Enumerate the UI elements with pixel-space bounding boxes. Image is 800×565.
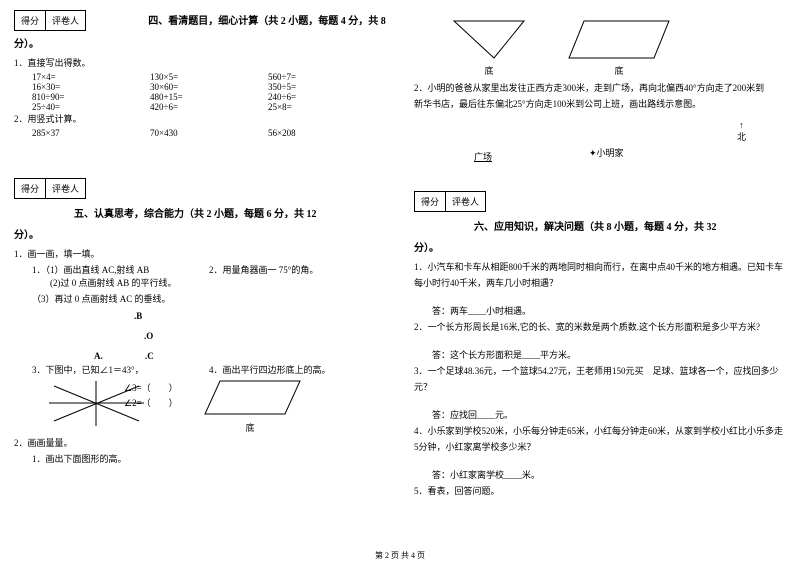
s6-q3b: 元？	[414, 380, 786, 393]
c: 810÷90=	[32, 92, 150, 102]
score-label: 得分	[15, 11, 46, 30]
north-arrow: ↑ 北	[737, 120, 746, 143]
s5-r1: 1．（1）画出直线 AC,射线 AB 2．用量角器画一 75°的角。	[14, 263, 386, 276]
score-label: 得分	[415, 192, 446, 211]
section6-title: 六、应用知识，解决问题（共 8 小题，每题 4 分，共 32	[474, 218, 717, 233]
top-shapes: 底 底	[444, 16, 786, 77]
parallelogram-box: 底	[200, 376, 386, 434]
north-label: 北	[737, 130, 746, 143]
s5-s4: 3．下图中，已知∠1＝43°，	[32, 363, 209, 376]
s5-s4r: 4．画出平行四边形底上的高。	[209, 363, 386, 376]
right-column: 底 底 2．小明的爸爸从家里出发往正西方走300米，走到广场，再向北偏西40°方…	[400, 0, 800, 565]
c: 560÷7=	[268, 72, 386, 82]
par-label: 底	[200, 421, 300, 434]
label-C: .C	[145, 351, 154, 361]
home-block: ✦小明家	[589, 146, 624, 159]
label-A: A.	[94, 351, 103, 361]
s4-row1: 17×4= 130×5= 560÷7=	[32, 72, 386, 82]
label-AC-row: A. .C	[94, 351, 386, 361]
s6-q2: 2．一个长方形周长是16米,它的长、宽的米数是两个质数.这个长方形面积是多少平方…	[414, 320, 786, 333]
s6-a4: 答：小红家离学校____米。	[432, 468, 786, 481]
section6-tail: 分）。	[414, 239, 786, 254]
s4-row4: 25÷40= 420÷6= 25×8=	[32, 102, 386, 112]
label-B: .B	[134, 311, 386, 321]
s4-row2: 16×30= 30×60= 350÷5=	[32, 82, 386, 92]
s6-q5: 5．看表，回答问题。	[414, 484, 786, 497]
s5-s1: 1．（1）画出直线 AC,射线 AB	[32, 263, 209, 276]
tri-label: 底	[444, 64, 534, 77]
home-label: 小明家	[597, 148, 624, 158]
c: 70×430	[150, 128, 268, 138]
s6-q4b: 5分钟，小红家离学校多少米？	[414, 440, 786, 453]
score-label: 得分	[15, 179, 46, 198]
s4-q2: 2．用竖式计算。	[14, 112, 386, 125]
s6-q4a: 4．小乐家到学校520米，小乐每分钟走65米，小红每分钟走60米，从家到学校小红…	[414, 424, 786, 437]
s6-a3: 答：应找回____元。	[432, 408, 786, 421]
ang2: ∠2=（ ）	[124, 396, 178, 409]
section5-title: 五、认真思考，综合能力（共 2 小题，每题 6 分，共 12	[74, 205, 317, 220]
grader-label: 评卷人	[46, 179, 85, 198]
section4-title: 四、看清题目，细心计算（共 2 小题，每题 4 分，共 8	[148, 12, 386, 27]
angle-row: ∠3=（ ） ∠2=（ ） 底	[14, 376, 386, 434]
triangle-box: 底	[444, 16, 534, 77]
s5-s2: (2)过 0 点画射线 AB 的平行线。	[50, 276, 386, 289]
c: 30×60=	[150, 82, 268, 92]
left-column: 得分 评卷人 四、看清题目，细心计算（共 2 小题，每题 4 分，共 8 分）。…	[0, 0, 400, 565]
map-t1: 2．小明的爸爸从家里出发往正西方走300米，走到广场，再向北偏西40°方向走了2…	[414, 81, 786, 94]
label-O: .O	[144, 331, 386, 341]
c: 240÷6=	[268, 92, 386, 102]
parallelogram-box-top: 底	[564, 16, 674, 77]
parallelogram-svg	[200, 376, 310, 421]
c: 17×4=	[32, 72, 150, 82]
parallelogram-top-svg	[564, 16, 674, 64]
page-footer: 第 2 页 共 4 页	[0, 550, 800, 561]
s5-q1: 1．画一画，填一填。	[14, 247, 386, 260]
guangchang-label: 广场	[474, 150, 492, 163]
s4-row5: 285×37 70×430 56×208	[32, 128, 386, 138]
s5-q2s: 1．画出下面图形的高。	[32, 452, 386, 465]
c: 350÷5=	[268, 82, 386, 92]
c: 16×30=	[32, 82, 150, 92]
score-box-s5: 得分 评卷人	[14, 178, 86, 199]
s4-q1: 1．直接写出得数。	[14, 56, 386, 69]
c: 25×8=	[268, 102, 386, 112]
s5-s1r: 2．用量角器画一 75°的角。	[209, 263, 386, 276]
s5-q2: 2．画画量量。	[14, 436, 386, 449]
s6-q3a: 3．一个足球48.36元，一个篮球54.27元，王老师用150元买 足球、篮球各…	[414, 364, 786, 377]
grader-label: 评卷人	[46, 11, 85, 30]
score-box-s6: 得分 评卷人	[414, 191, 486, 212]
map-figure: ↑ 北 广场 ✦小明家	[414, 120, 786, 175]
c: 130×5=	[150, 72, 268, 82]
triangle-svg	[444, 16, 534, 64]
s6-a2: 答：这个长方形面积是____平方米。	[432, 348, 786, 361]
par-top-label: 底	[564, 64, 674, 77]
s5-r4: 3．下图中，已知∠1＝43°， 4．画出平行四边形底上的高。	[14, 363, 386, 376]
map-t2: 新华书店，最后往东偏北25°方向走100米到公司上班，画出路线示意图。	[414, 97, 786, 110]
s6-q1b: 每小时行40千米，两车几小时相遇？	[414, 276, 786, 289]
grader-label: 评卷人	[446, 192, 485, 211]
s4-row3: 810÷90= 480+15= 240÷6=	[32, 92, 386, 102]
s5-s3: （3）再过 0 点画射线 AC 的垂线。	[32, 292, 386, 305]
ang3: ∠3=（ ）	[124, 381, 178, 394]
c: 25÷40=	[32, 102, 150, 112]
c: 285×37	[32, 128, 150, 138]
s6-q1a: 1．小汽车和卡车从相距800千米的两地同时相向而行，在离中点40千米的地方相遇。…	[414, 260, 786, 273]
s6-a1: 答：两车____小时相遇。	[432, 304, 786, 317]
c: 480+15=	[150, 92, 268, 102]
score-box-s4: 得分 评卷人	[14, 10, 86, 31]
plus-icon: ✦	[589, 148, 597, 158]
angle-figure: ∠3=（ ） ∠2=（ ）	[14, 376, 200, 431]
section5-tail: 分）。	[14, 226, 386, 241]
section4-tail: 分）。	[14, 35, 386, 50]
c: 420÷6=	[150, 102, 268, 112]
c: 56×208	[268, 128, 386, 138]
